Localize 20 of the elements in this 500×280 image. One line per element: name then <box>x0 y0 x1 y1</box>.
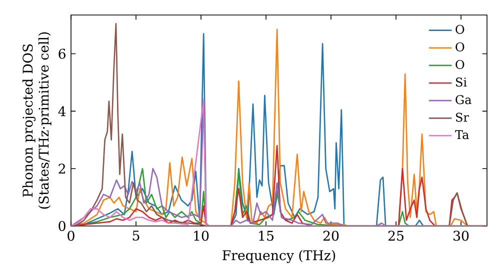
x-tick-label: 0 <box>68 230 74 241</box>
x-tick-label: 5 <box>132 230 140 241</box>
y-axis-title: Phonon projected DOS (States/THz·primitive cell) <box>22 32 52 209</box>
legend-label: O <box>456 24 464 34</box>
y-tick-label: 6 <box>58 48 66 59</box>
x-axis-title: Frequency (THz) <box>222 250 336 264</box>
y-tick-label: 0 <box>58 220 66 232</box>
legend-label: Ga <box>456 95 472 104</box>
y-tick-label: 2 <box>58 164 65 174</box>
legend-label: Si <box>456 78 467 87</box>
legend-label: Sr <box>456 112 469 122</box>
x-tick-label: 20 <box>323 230 339 241</box>
legend-label: O <box>456 60 464 70</box>
y-tick-label: 4 <box>58 106 66 116</box>
x-tick-label: 10 <box>194 230 209 241</box>
legend-label: O <box>456 42 464 52</box>
legend-label: Ta <box>455 130 469 140</box>
x-tick-label: 25 <box>388 230 404 241</box>
x-tick-label: 15 <box>259 230 274 241</box>
x-tick-label: 30 <box>454 230 469 241</box>
